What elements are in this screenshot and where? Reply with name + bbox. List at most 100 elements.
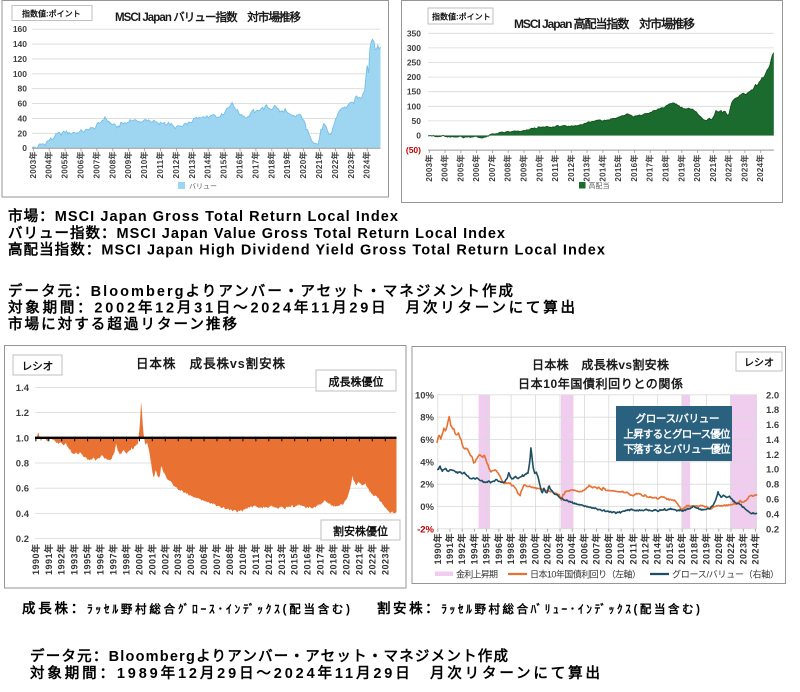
svg-text:対象期間：2002年12月31日～2024年11月29日 月: 対象期間：2002年12月31日～2024年11月29日 月次リターンにて算出 [7, 299, 575, 317]
svg-text:MSCI Japan バリュー指数 対市場推移: MSCI Japan バリュー指数 対市場推移 [115, 10, 302, 24]
svg-text:2000年: 2000年 [133, 544, 144, 575]
svg-text:バリュー指数：MSCI Japan Value Gross: バリュー指数：MSCI Japan Value Gross Total Retu… [8, 224, 505, 242]
svg-text:2011年: 2011年 [250, 544, 261, 575]
svg-text:1992年: 1992年 [56, 544, 67, 575]
svg-text:0.6: 0.6 [16, 484, 29, 495]
svg-text:1990年: 1990年 [432, 534, 443, 565]
svg-text:2015年: 2015年 [664, 534, 675, 565]
svg-text:2006年: 2006年 [76, 152, 86, 179]
svg-text:2009年: 2009年 [519, 155, 529, 182]
svg-text:1.0: 1.0 [766, 465, 779, 476]
svg-text:下落するとバリュー優位: 下落するとバリュー優位 [624, 443, 732, 456]
svg-text:350: 350 [407, 28, 421, 38]
svg-text:1.4: 1.4 [766, 435, 780, 446]
svg-text:2012年: 2012年 [640, 534, 651, 565]
svg-text:2021年: 2021年 [353, 544, 364, 575]
svg-text:高配当: 高配当 [589, 181, 610, 190]
svg-text:2019年: 2019年 [676, 155, 686, 182]
svg-text:1.2: 1.2 [766, 450, 779, 461]
svg-text:2013年: 2013年 [276, 544, 287, 575]
svg-text:2004年: 2004年 [440, 155, 450, 182]
svg-text:2022年: 2022年 [330, 152, 340, 179]
svg-text:2010年: 2010年 [615, 534, 626, 565]
svg-text:2016年: 2016年 [629, 155, 639, 182]
svg-text:1995年: 1995年 [82, 544, 93, 575]
svg-text:100: 100 [13, 69, 27, 79]
svg-text:レシオ: レシオ [22, 361, 54, 373]
svg-text:2015年: 2015年 [289, 544, 300, 575]
svg-text:2002年: 2002年 [159, 544, 170, 575]
svg-text:150: 150 [407, 87, 421, 97]
svg-text:1999年: 1999年 [517, 534, 528, 565]
svg-text:2014年: 2014年 [597, 155, 607, 182]
svg-text:指数値:ポイント: 指数値:ポイント [432, 12, 491, 22]
svg-text:1994年: 1994年 [468, 534, 479, 565]
svg-text:2012年: 2012年 [263, 544, 274, 575]
svg-text:1.8: 1.8 [766, 405, 779, 416]
svg-text:2023年: 2023年 [739, 155, 749, 182]
svg-text:2006年: 2006年 [471, 155, 481, 182]
svg-text:成長株優位: 成長株優位 [329, 375, 384, 389]
svg-text:1996年: 1996年 [95, 544, 106, 575]
svg-text:2018年: 2018年 [661, 155, 671, 182]
svg-text:1998年: 1998年 [121, 544, 132, 575]
svg-text:割安株：ﾗｯｾﾙ野村総合ﾊﾞﾘｭｰ･ｲﾝﾃﾞｯｸｽ(配当含む: 割安株： ﾗｯｾﾙ野村総合ﾊﾞﾘｭｰ･ｲﾝﾃﾞｯｸｽ(配当含む) [377, 600, 700, 616]
svg-text:1997年: 1997年 [108, 544, 119, 575]
svg-text:2015年: 2015年 [219, 152, 229, 179]
svg-text:2018年: 2018年 [688, 534, 699, 565]
svg-text:1996年: 1996年 [493, 534, 504, 565]
svg-text:2008年: 2008年 [603, 534, 614, 565]
svg-text:2011年: 2011年 [155, 152, 165, 179]
svg-text:2023年: 2023年 [737, 534, 748, 565]
svg-text:2007年: 2007年 [91, 152, 101, 179]
svg-text:1998年: 1998年 [505, 534, 516, 565]
svg-text:成長株：ﾗｯｾﾙ野村総合ｸﾞﾛｰｽ･ｲﾝﾃﾞｯｸｽ(配当含む: 成長株： ﾗｯｾﾙ野村総合ｸﾞﾛｰｽ･ｲﾝﾃﾞｯｸｽ(配当含む) [22, 600, 350, 616]
svg-text:2000年: 2000年 [530, 534, 541, 565]
svg-text:2006年: 2006年 [578, 534, 589, 565]
svg-text:(50): (50) [406, 145, 421, 155]
svg-text:2010年: 2010年 [139, 152, 149, 179]
svg-text:2013年: 2013年 [187, 152, 197, 179]
svg-text:バリュー: バリュー [189, 183, 217, 191]
svg-text:2001年: 2001年 [146, 544, 157, 575]
svg-text:0.8: 0.8 [766, 480, 779, 491]
svg-text:2008年: 2008年 [503, 155, 513, 182]
svg-text:2020年: 2020年 [692, 155, 702, 182]
svg-text:1.6: 1.6 [766, 420, 779, 431]
svg-text:1993年: 1993年 [69, 544, 80, 575]
svg-text:2003年: 2003年 [172, 544, 183, 575]
svg-text:100: 100 [407, 101, 421, 111]
svg-text:金利上昇期: 金利上昇期 [456, 569, 498, 580]
svg-text:高配当指数：MSCI Japan High Dividend: 高配当指数：MSCI Japan High Dividend Yield Gro… [8, 241, 605, 259]
svg-text:1995年: 1995年 [481, 534, 492, 565]
svg-text:2002年: 2002年 [542, 534, 553, 565]
svg-text:2012年: 2012年 [171, 152, 181, 179]
svg-text:レシオ: レシオ [744, 357, 774, 369]
svg-text:2008年: 2008年 [107, 152, 117, 179]
svg-text:0.8: 0.8 [16, 459, 29, 470]
svg-text:2022年: 2022年 [725, 534, 736, 565]
svg-text:2024年: 2024年 [755, 155, 765, 182]
svg-text:2007年: 2007年 [211, 544, 222, 575]
svg-text:0.4: 0.4 [766, 509, 780, 520]
svg-text:2016年: 2016年 [235, 152, 245, 179]
svg-text:2003年: 2003年 [424, 155, 434, 182]
svg-text:日本株 成長株vs割安株: 日本株 成長株vs割安株 [136, 356, 285, 371]
svg-text:2024年: 2024年 [750, 534, 761, 565]
svg-text:2005年: 2005年 [185, 544, 196, 575]
svg-text:6%: 6% [420, 435, 434, 446]
svg-text:グロース/バリュー: グロース/バリュー [636, 412, 720, 425]
svg-text:2012年: 2012年 [566, 155, 576, 182]
svg-text:2017年: 2017年 [645, 155, 655, 182]
svg-text:2019年: 2019年 [282, 152, 292, 179]
svg-text:日本株 成長株vs割安株: 日本株 成長株vs割安株 [532, 357, 670, 372]
svg-text:2003年: 2003年 [28, 152, 38, 179]
svg-text:250: 250 [407, 58, 421, 68]
svg-text:日本10年国債利回りとの関係: 日本10年国債利回りとの関係 [518, 376, 683, 391]
svg-text:0%: 0% [420, 502, 434, 513]
svg-text:市場：MSCI Japan Gross Total Retu: 市場：MSCI Japan Gross Total Return Local I… [8, 207, 398, 225]
svg-text:2024年: 2024年 [362, 152, 372, 179]
svg-text:1.4: 1.4 [16, 383, 30, 394]
svg-text:2021年: 2021年 [708, 155, 718, 182]
svg-text:8%: 8% [420, 413, 434, 424]
